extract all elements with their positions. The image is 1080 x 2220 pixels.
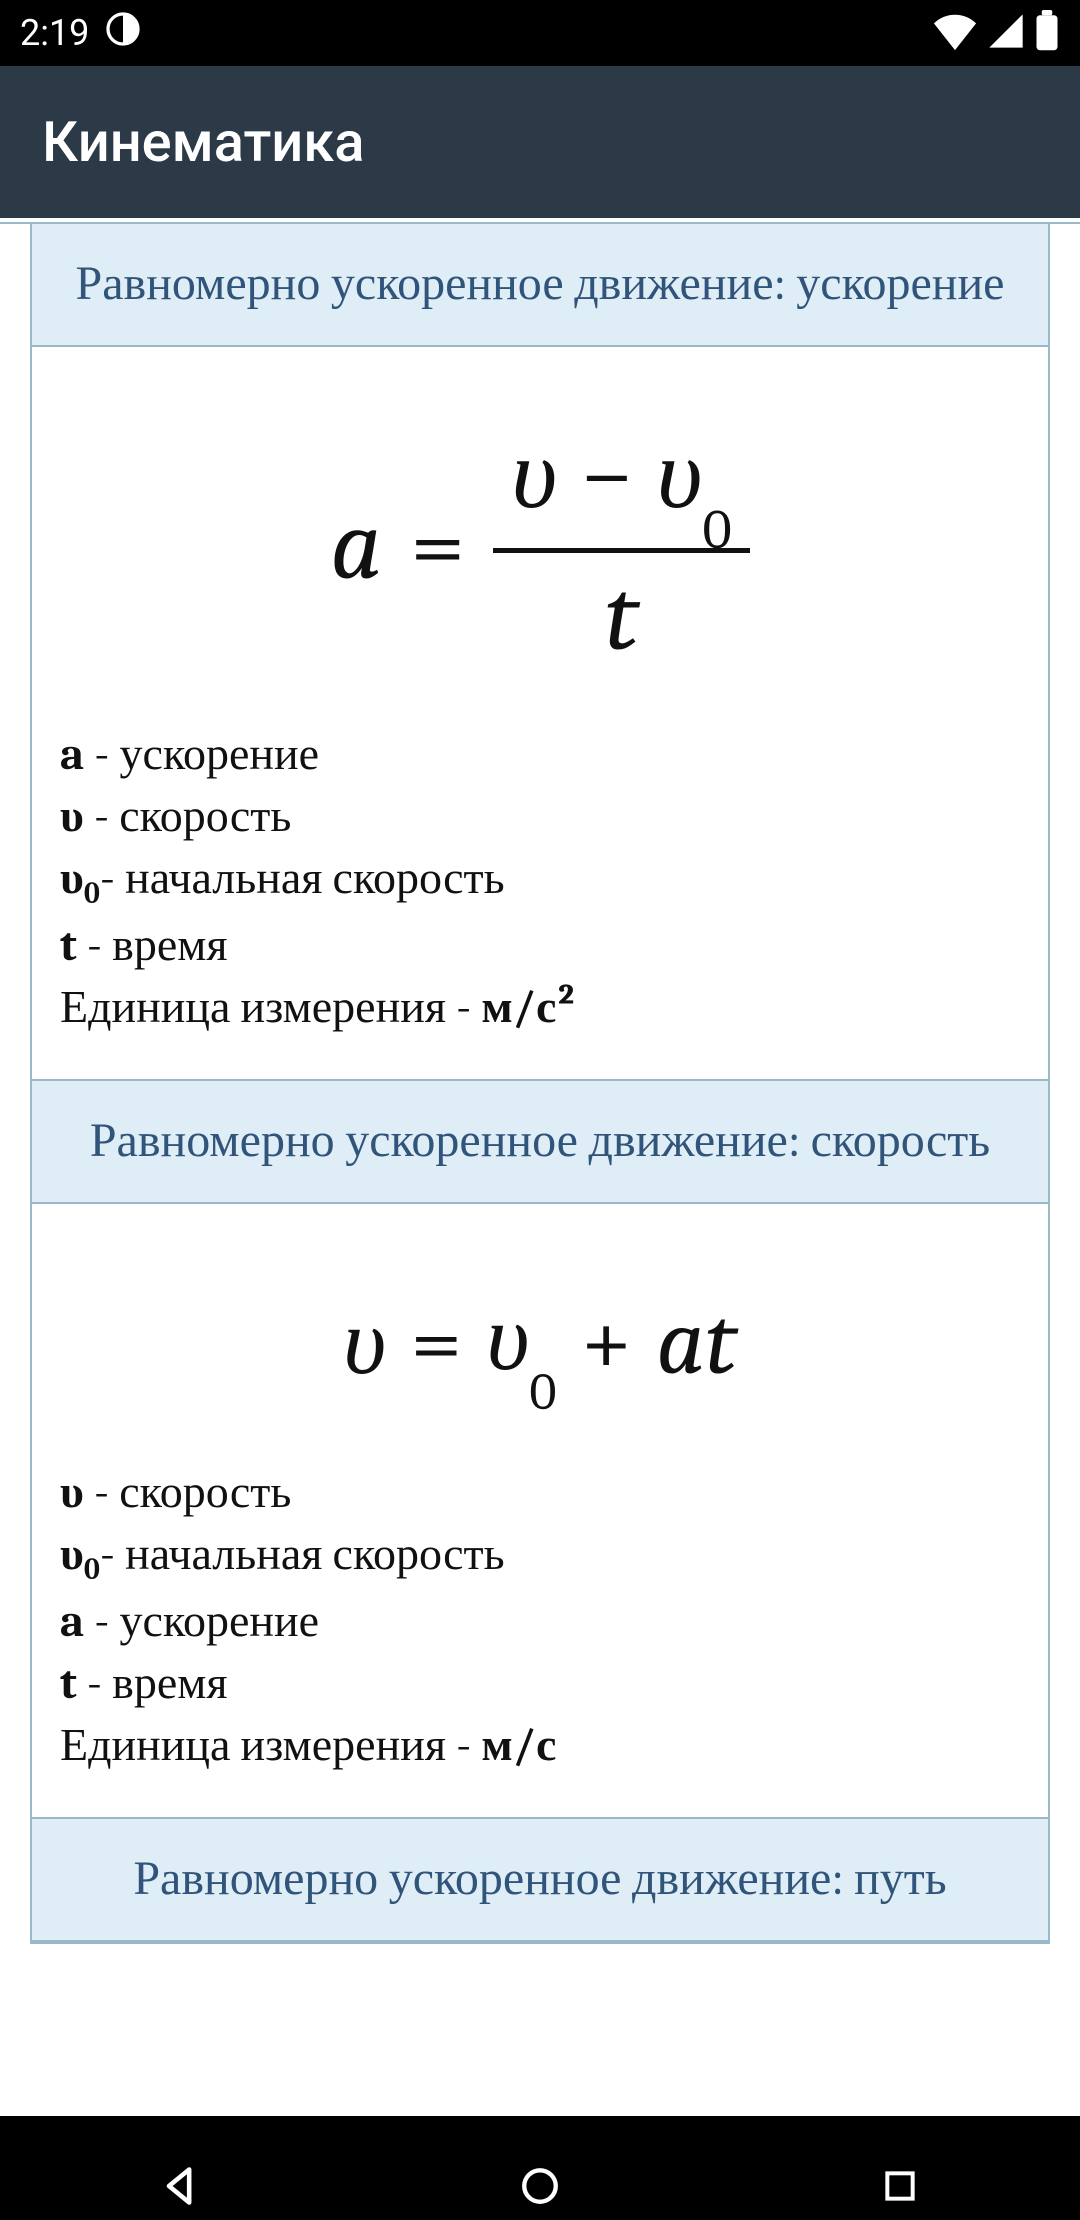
- content-scroll[interactable]: Равномерно ускоренное движение: ускорени…: [0, 218, 1080, 2116]
- equals-sign: =: [410, 488, 465, 603]
- equals-sign: =: [410, 1288, 462, 1397]
- unit-label: Единица измерения -: [60, 1719, 471, 1772]
- def-text: скорость: [119, 790, 291, 843]
- formula: a = υ − υ0 t: [60, 377, 1020, 724]
- section-header: Равномерно ускоренное движение: скорость: [32, 1081, 1048, 1204]
- plus-sign: +: [580, 1288, 632, 1397]
- numerator: υ − υ0: [493, 417, 749, 542]
- def-row: t - время: [60, 915, 1020, 977]
- unit-row: Единица измерения - м/с: [60, 1715, 1020, 1777]
- def-row: υ0- начальная скорость: [60, 848, 1020, 915]
- def-row: υ0- начальная скорость: [60, 1524, 1020, 1591]
- formula-part: υ0: [486, 1284, 556, 1402]
- battery-icon: [1034, 10, 1060, 56]
- def-text: время: [112, 1657, 227, 1710]
- def-text: скорость: [119, 1466, 291, 1519]
- home-button[interactable]: [512, 2158, 568, 2214]
- formula-lhs: a: [330, 488, 382, 603]
- app-bar-title: Кинематика: [42, 109, 364, 175]
- denominator: t: [586, 559, 656, 674]
- section-body: a = υ − υ0 t a - ускорение υ - скорость …: [32, 347, 1048, 1079]
- formula: υ = υ0 + at: [60, 1234, 1020, 1462]
- section-body: υ = υ0 + at υ - скорость υ0- начальная с…: [32, 1204, 1048, 1817]
- def-row: a - ускорение: [60, 724, 1020, 786]
- notification-icon: [105, 11, 141, 56]
- status-bar: 2:19: [0, 0, 1080, 66]
- def-row: υ - скорость: [60, 1462, 1020, 1524]
- section-header: Равномерно ускоренное движение: путь: [32, 1819, 1048, 1942]
- section-path: Равномерно ускоренное движение: путь: [30, 1819, 1050, 1944]
- app-bar: Кинематика: [0, 66, 1080, 218]
- section-header: Равномерно ускоренное движение: ускорени…: [32, 224, 1048, 347]
- unit-value: м/с: [481, 1719, 556, 1772]
- section-acceleration: Равномерно ускоренное движение: ускорени…: [30, 224, 1050, 1081]
- recent-apps-button[interactable]: [872, 2158, 928, 2214]
- def-text: время: [112, 919, 227, 972]
- def-text: начальная скорость: [125, 852, 504, 905]
- section-velocity: Равномерно ускоренное движение: скорость…: [30, 1081, 1050, 1819]
- def-text: ускорение: [120, 728, 320, 781]
- definitions: υ - скорость υ0- начальная скорость a - …: [60, 1462, 1020, 1777]
- formula-part: at: [656, 1288, 736, 1397]
- navigation-bar: [0, 2116, 1080, 2220]
- status-time: 2:19: [20, 12, 89, 54]
- unit-row: Единица измерения - м/с²: [60, 977, 1020, 1039]
- formula-part: υ: [343, 1288, 386, 1397]
- cellular-icon: [986, 11, 1026, 55]
- status-left: 2:19: [20, 11, 141, 56]
- def-row: υ - скорость: [60, 786, 1020, 848]
- back-button[interactable]: [152, 2158, 208, 2214]
- def-row: t - время: [60, 1653, 1020, 1715]
- status-right: [932, 10, 1060, 56]
- wifi-icon: [932, 11, 978, 55]
- fraction: υ − υ0 t: [493, 417, 749, 674]
- def-text: начальная скорость: [125, 1528, 504, 1581]
- unit-label: Единица измерения -: [60, 981, 471, 1034]
- unit-value: м/с²: [481, 981, 576, 1034]
- def-text: ускорение: [120, 1595, 320, 1648]
- def-row: a - ускорение: [60, 1591, 1020, 1653]
- definitions: a - ускорение υ - скорость υ0- начальная…: [60, 724, 1020, 1039]
